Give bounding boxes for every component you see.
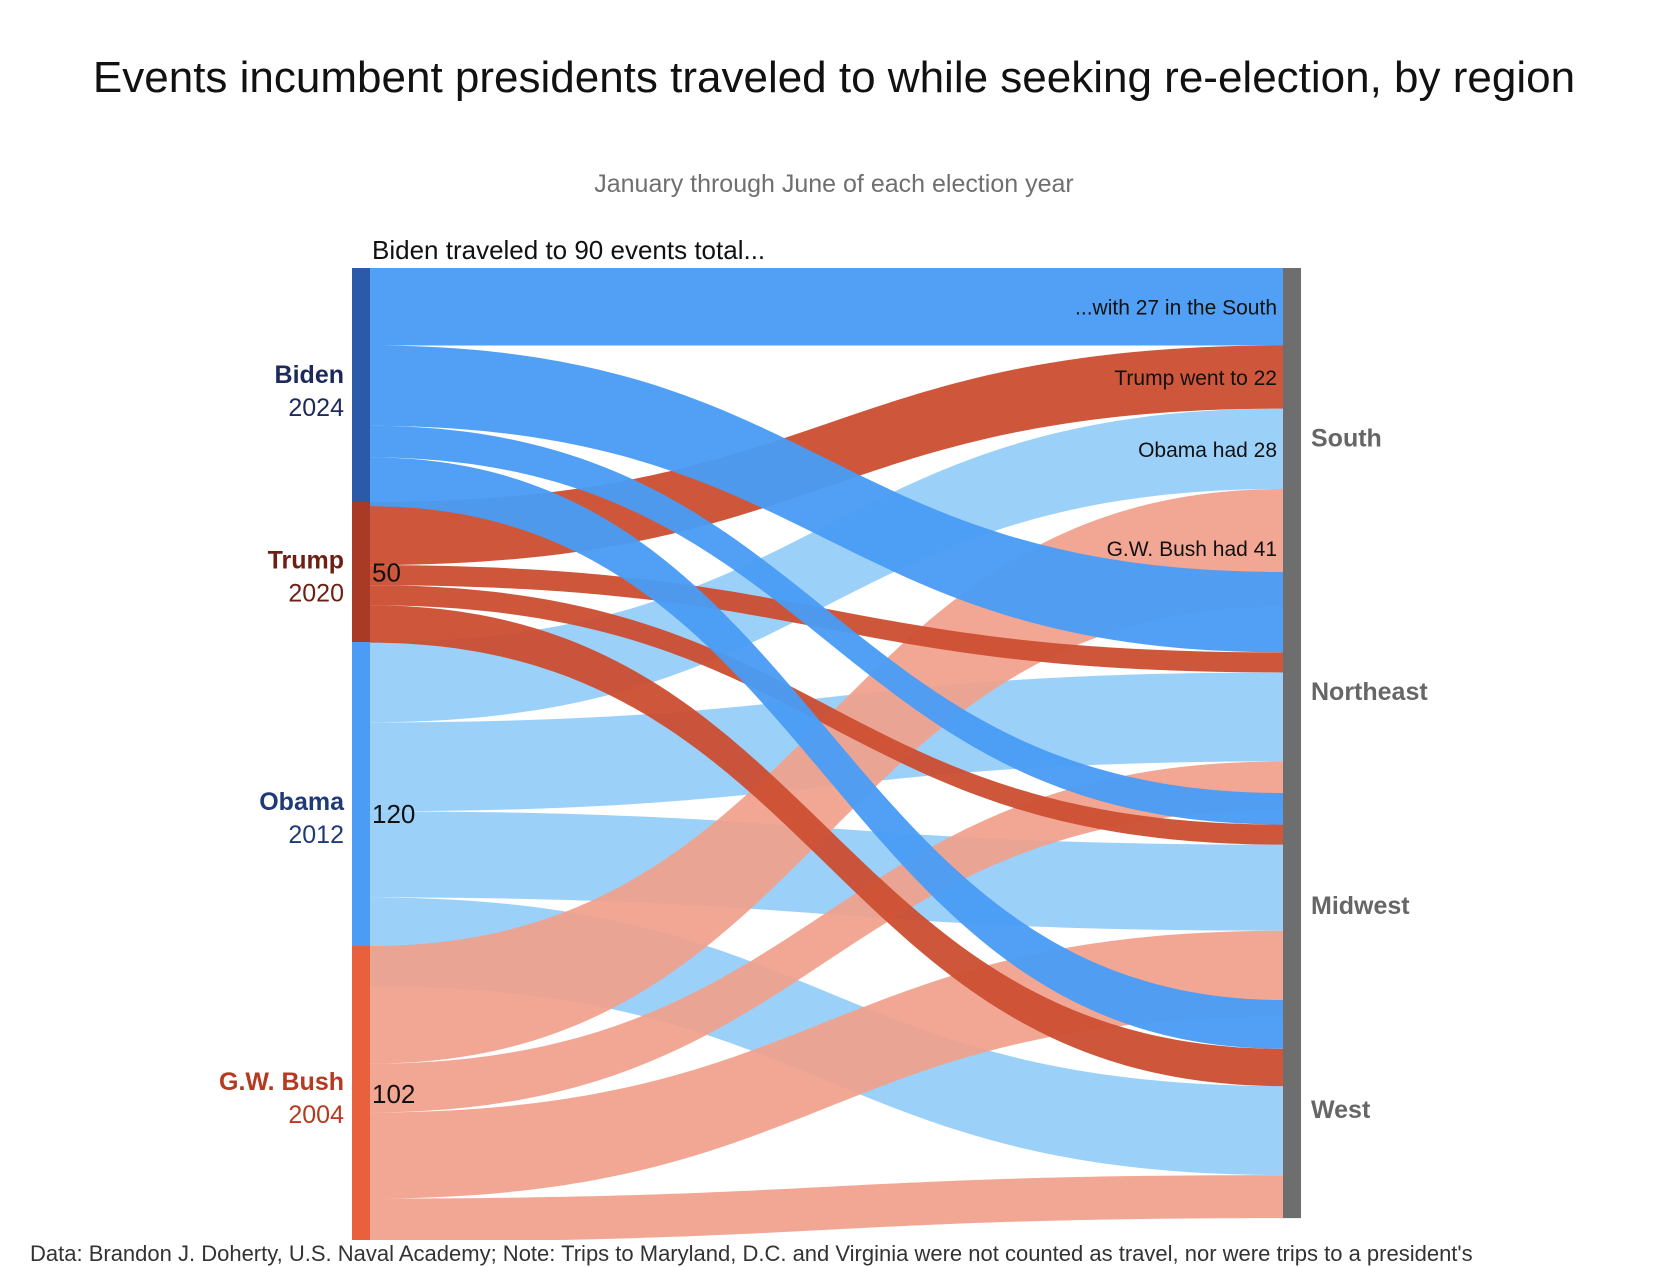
links	[370, 268, 1283, 1240]
total-label-bush: 102	[372, 1079, 415, 1109]
source-year-trump: 2020	[288, 579, 344, 607]
link-obama-south	[370, 408, 1283, 723]
chart-title: Events incumbent presidents traveled to …	[92, 53, 1576, 102]
source-year-obama: 2012	[288, 821, 344, 849]
source-year-biden: 2024	[288, 394, 344, 422]
node-south	[1283, 268, 1301, 607]
total-label-biden: Biden traveled to 90 events total...	[372, 235, 765, 265]
total-label-trump: 50	[372, 557, 401, 587]
node-trump	[352, 502, 370, 643]
south-annotation-biden: ...with 27 in the South	[1075, 297, 1277, 320]
link-trump-midwest	[370, 585, 1283, 845]
link-trump-south	[370, 345, 1283, 566]
source-name-trump: Trump	[268, 546, 344, 574]
source-year-bush: 2004	[288, 1101, 344, 1129]
link-trump-west	[370, 605, 1283, 1087]
source-name-bush: G.W. Bush	[219, 1068, 344, 1096]
link-bush-northeast	[370, 761, 1283, 1113]
node-biden	[352, 268, 370, 507]
target-label-northeast: Northeast	[1311, 678, 1428, 706]
link-biden-west	[370, 457, 1283, 1049]
link-bush-west	[370, 1175, 1283, 1240]
link-biden-midwest	[370, 425, 1283, 825]
link-biden-south	[370, 268, 1283, 346]
node-northeast	[1283, 572, 1301, 811]
chart-subtitle: January through June of each election ye…	[594, 170, 1074, 198]
target-label-midwest: Midwest	[1311, 892, 1410, 920]
target-label-south: South	[1311, 424, 1382, 452]
target-label-west: West	[1311, 1096, 1371, 1124]
south-annotation-obama: Obama had 28	[1138, 439, 1277, 462]
source-name-obama: Obama	[259, 788, 345, 816]
node-bush	[352, 946, 370, 1240]
source-name-biden: Biden	[275, 361, 344, 389]
total-label-obama: 120	[372, 799, 415, 829]
link-bush-midwest	[370, 930, 1283, 1199]
node-west	[1283, 1000, 1301, 1219]
node-midwest	[1283, 793, 1301, 1017]
node-obama	[352, 642, 370, 987]
link-biden-northeast	[370, 345, 1283, 653]
south-annotation-bush: G.W. Bush had 41	[1107, 538, 1277, 561]
south-annotation-trump: Trump went to 22	[1114, 367, 1277, 390]
sankey-chart: Biden 2024 Trump 2020 Obama 2012 G.W. Bush 2004…	[219, 235, 1428, 1240]
footnote: Data: Brandon J. Doherty, U.S. Naval Aca…	[30, 1241, 1473, 1266]
